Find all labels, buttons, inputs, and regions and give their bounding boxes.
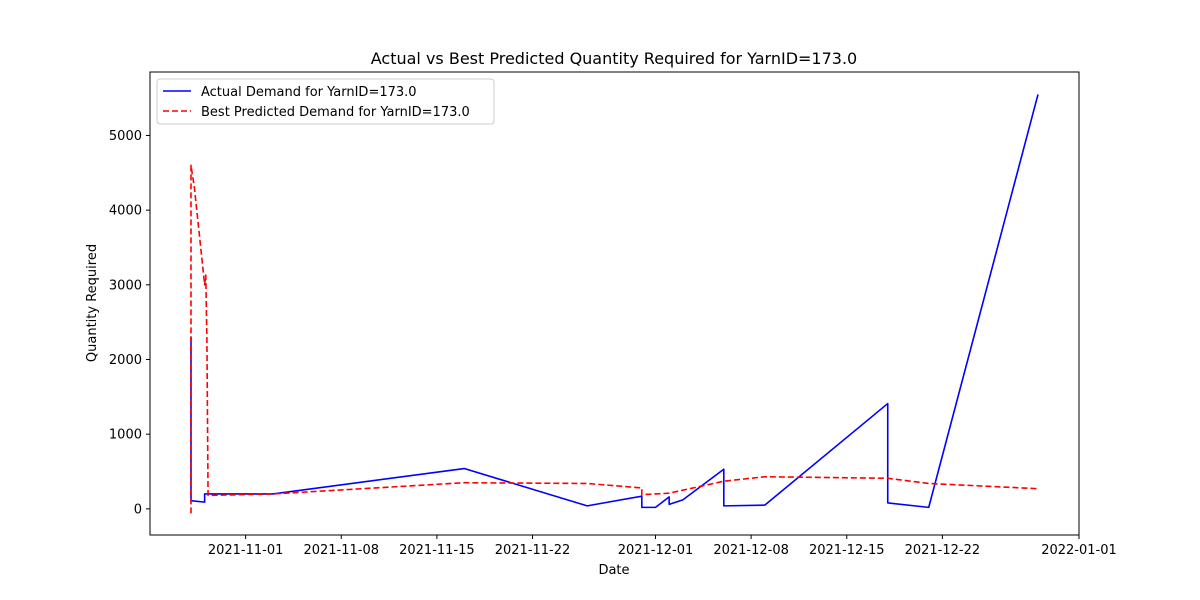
legend: Actual Demand for YarnID=173.0 Best Predi… <box>156 78 495 125</box>
plot-area <box>190 94 1039 514</box>
y-axis-label: Quantity Required <box>85 244 100 362</box>
x-tick-label: 2021-12-15 <box>809 543 885 558</box>
y-tick-label: 4000 <box>109 204 142 219</box>
legend-label-actual: Actual Demand for YarnID=173.0 <box>201 85 417 100</box>
y-tick-label: 1000 <box>109 428 142 443</box>
plot-frame <box>149 71 1080 536</box>
x-axis: 2021-11-01 2021-11-08 2021-11-15 2021-11-22… <box>208 535 1117 558</box>
x-tick-label: 2021-12-01 <box>618 543 694 558</box>
y-tick-label: 0 <box>134 502 142 517</box>
x-tick-label: 2021-12-22 <box>905 543 981 558</box>
y-tick-label: 5000 <box>109 129 142 144</box>
y-axis: 0 1000 2000 3000 4000 5000 <box>109 129 150 517</box>
x-tick-label: 2022-01-01 <box>1041 543 1117 558</box>
y-tick-label: 3000 <box>109 278 142 293</box>
series-line-actual <box>190 94 1039 509</box>
x-tick-label: 2021-11-15 <box>399 543 475 558</box>
legend-box <box>156 78 495 125</box>
chart-title: Actual vs Best Predicted Quantity Requir… <box>371 49 857 68</box>
x-tick-label: 2021-11-01 <box>208 543 284 558</box>
legend-label-predicted: Best Predicted Demand for YarnID=173.0 <box>201 105 470 120</box>
x-tick-label: 2021-11-08 <box>303 543 379 558</box>
series-line-predicted <box>190 164 1039 514</box>
x-tick-label: 2021-12-08 <box>713 543 789 558</box>
y-tick-label: 2000 <box>109 353 142 368</box>
x-tick-label: 2021-11-22 <box>495 543 571 558</box>
x-axis-label: Date <box>598 563 629 578</box>
